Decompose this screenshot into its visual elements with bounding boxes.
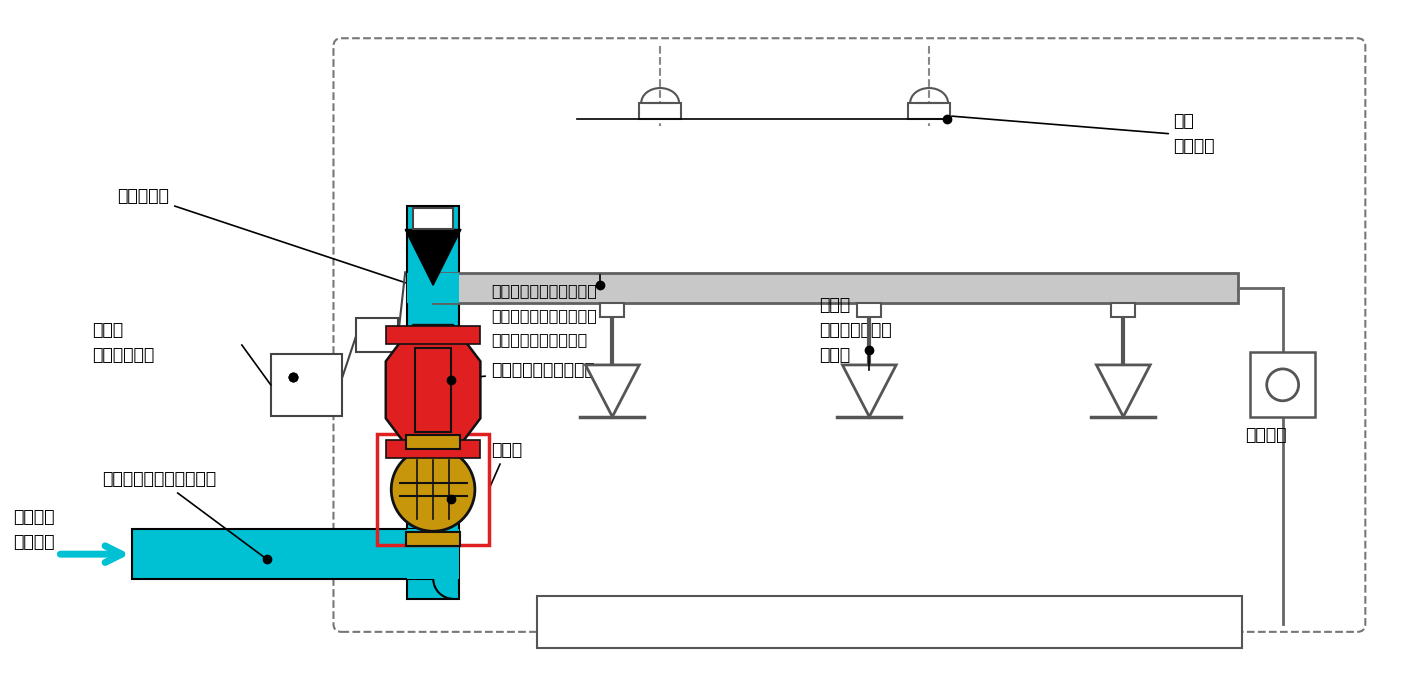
Text: 自動間放機構: 自動間放機構: [93, 346, 154, 364]
FancyBboxPatch shape: [414, 208, 453, 230]
FancyBboxPatch shape: [858, 303, 882, 317]
Polygon shape: [386, 325, 481, 455]
FancyBboxPatch shape: [407, 530, 458, 579]
FancyBboxPatch shape: [639, 103, 681, 119]
FancyBboxPatch shape: [1112, 303, 1136, 317]
FancyBboxPatch shape: [271, 354, 342, 416]
Text: 手動起動: 手動起動: [1245, 425, 1286, 443]
Circle shape: [391, 448, 475, 532]
Text: 加圧送水: 加圧送水: [13, 508, 55, 526]
FancyBboxPatch shape: [386, 326, 481, 344]
Text: 一斉開放弁: 一斉開放弁: [118, 187, 425, 289]
Text: 加圧水で満たされている: 加圧水で満たされている: [102, 471, 265, 557]
FancyBboxPatch shape: [537, 596, 1242, 648]
Text: ※開放弁とは、水の出口が常に開いているものをいう。: ※開放弁とは、水の出口が常に開いているものをいう。: [555, 620, 799, 636]
Text: バルブ: バルブ: [93, 321, 123, 339]
Polygon shape: [843, 365, 896, 416]
Text: 開放型: 開放型: [820, 296, 851, 314]
Text: 作動時にすべてのヘッド: 作動時にすべてのヘッド: [491, 307, 597, 323]
FancyBboxPatch shape: [433, 273, 1238, 303]
FancyBboxPatch shape: [386, 439, 481, 457]
Text: 装置より: 装置より: [13, 533, 55, 551]
Text: ヘッド: ヘッド: [820, 346, 851, 364]
FancyBboxPatch shape: [600, 303, 624, 317]
Polygon shape: [586, 365, 639, 416]
Text: 常時大気圧になっており: 常時大気圧になっており: [491, 282, 597, 298]
FancyBboxPatch shape: [407, 205, 458, 599]
FancyBboxPatch shape: [908, 103, 951, 119]
Polygon shape: [1096, 365, 1150, 416]
FancyBboxPatch shape: [415, 348, 451, 432]
Polygon shape: [405, 230, 461, 285]
FancyBboxPatch shape: [356, 318, 398, 352]
FancyBboxPatch shape: [132, 530, 433, 579]
Text: 火災: 火災: [1173, 112, 1195, 130]
Text: 感知器等: 感知器等: [1173, 137, 1214, 155]
FancyBboxPatch shape: [407, 532, 460, 546]
Text: から一斉に放水される: から一斉に放水される: [491, 332, 587, 348]
FancyBboxPatch shape: [407, 434, 460, 448]
FancyBboxPatch shape: [407, 273, 458, 303]
FancyBboxPatch shape: [1251, 353, 1315, 417]
Text: 制御弁: 制御弁: [489, 441, 522, 487]
Text: スプリンクラー: スプリンクラー: [820, 321, 892, 339]
Text: 流水検知装置（湿式）: 流水検知装置（湿式）: [454, 361, 594, 380]
